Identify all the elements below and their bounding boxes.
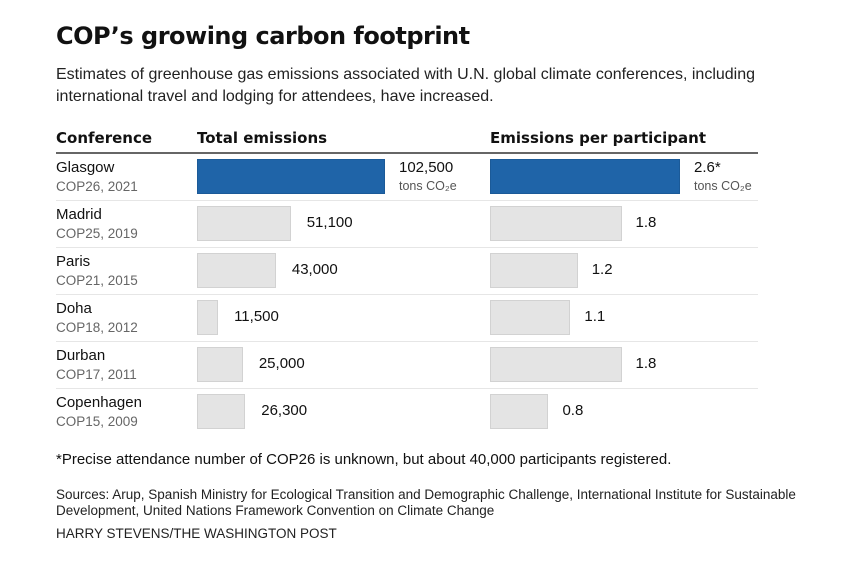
table-row: Copenhagen COP15, 2009 26,300 0.8 xyxy=(56,389,758,435)
per-participant-label: 1.1 xyxy=(584,308,606,325)
header-total-emissions: Total emissions xyxy=(197,129,328,147)
total-emissions-bar xyxy=(197,206,291,241)
table-row: Madrid COP25, 2019 51,100 1.8 xyxy=(56,201,758,248)
total-emissions-bar xyxy=(197,300,219,335)
total-emissions-label: 26,300 xyxy=(261,402,308,419)
header-conference: Conference xyxy=(56,129,153,147)
header-rule xyxy=(56,152,758,154)
conference-session: COP26, 2021 xyxy=(56,179,138,194)
total-emissions-bar xyxy=(197,253,276,288)
total-emissions-label: 11,500 xyxy=(234,308,279,325)
per-participant-label: 1.2 xyxy=(591,261,613,278)
chart-title: COP’s growing carbon footprint xyxy=(56,22,470,50)
per-participant-label: 2.6* xyxy=(694,159,721,176)
header-emissions-per-participant: Emissions per participant xyxy=(490,129,706,147)
per-participant-label: 1.8 xyxy=(635,355,657,372)
per-participant-bar xyxy=(490,253,578,288)
per-participant-bar xyxy=(490,206,622,241)
total-emissions-label: 25,000 xyxy=(258,355,305,372)
total-emissions-label: 51,100 xyxy=(306,214,353,231)
conference-session: COP15, 2009 xyxy=(56,414,138,429)
conference-name: Glasgow xyxy=(56,159,115,176)
conference-name: Madrid xyxy=(56,206,102,223)
per-participant-bar xyxy=(490,159,680,194)
conference-session: COP18, 2012 xyxy=(56,320,138,335)
total-emissions-bar xyxy=(197,347,243,382)
footnote: *Precise attendance number of COP26 is u… xyxy=(56,451,672,468)
per-participant-bar xyxy=(490,347,622,382)
per-participant-bar xyxy=(490,394,549,429)
table-row: Paris COP21, 2015 43,000 1.2 xyxy=(56,248,758,295)
table-row: Doha COP18, 2012 11,500 1.1 xyxy=(56,295,758,342)
conference-session: COP17, 2011 xyxy=(56,367,137,382)
per-participant-label: 0.8 xyxy=(562,402,584,419)
table-row: Glasgow COP26, 2021 102,500 tons CO₂e 2.6* to… xyxy=(56,154,758,201)
conference-name: Paris xyxy=(56,253,91,270)
per-participant-label: 1.8 xyxy=(635,214,657,231)
total-emissions-bar xyxy=(197,159,385,194)
credit: HARRY STEVENS/THE WASHINGTON POST xyxy=(56,526,337,541)
conference-session: COP25, 2019 xyxy=(56,226,138,241)
table-row: Durban COP17, 2011 25,000 1.8 xyxy=(56,342,758,389)
conference-name: Doha xyxy=(56,300,92,317)
unit-label: tons CO₂e xyxy=(694,179,752,193)
conference-session: COP21, 2015 xyxy=(56,273,138,288)
total-emissions-label: 43,000 xyxy=(291,261,338,278)
per-participant-bar xyxy=(490,300,571,335)
conference-name: Durban xyxy=(56,347,106,364)
total-emissions-label: 102,500 xyxy=(399,159,454,176)
total-emissions-bar xyxy=(197,394,246,429)
chart-subtitle: Estimates of greenhouse gas emissions as… xyxy=(56,66,756,105)
unit-label: tons CO₂e xyxy=(399,179,457,193)
conference-name: Copenhagen xyxy=(56,394,142,411)
chart-rows: Glasgow COP26, 2021 102,500 tons CO₂e 2.6* to… xyxy=(56,154,758,435)
sources: Sources: Arup, Spanish Ministry for Ecol… xyxy=(56,487,796,518)
